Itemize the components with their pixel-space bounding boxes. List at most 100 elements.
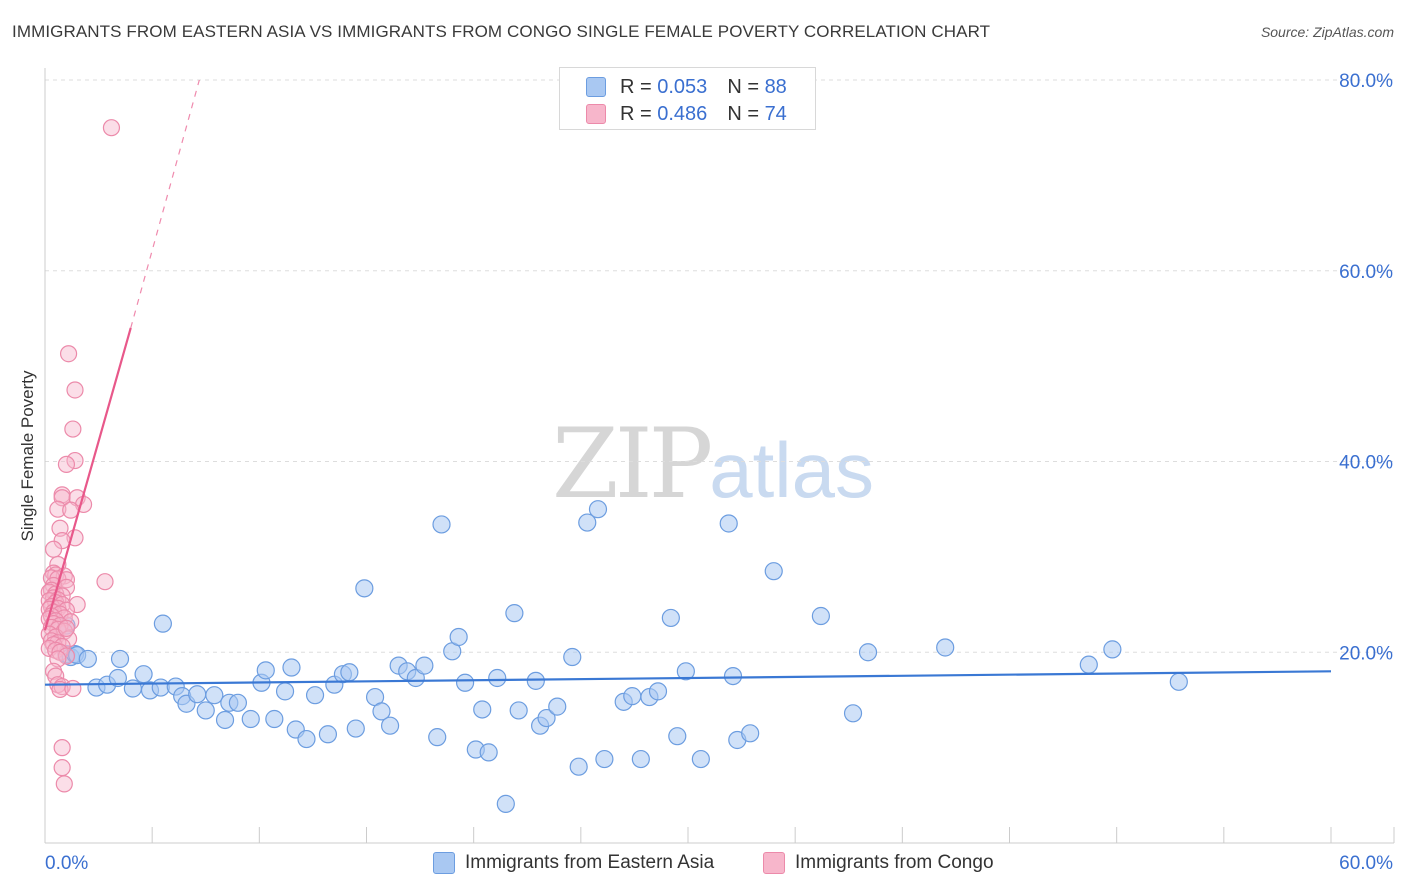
legend-swatch-pink (586, 104, 606, 124)
data-point-eastern-asia (215, 710, 235, 730)
data-point-congo (53, 759, 71, 777)
data-point-eastern-asia (340, 663, 359, 682)
data-point-congo (57, 619, 76, 638)
x-tick-label: 60.0% (1339, 853, 1393, 874)
data-point-congo (44, 540, 63, 558)
data-point-eastern-asia (858, 643, 878, 662)
data-point-eastern-asia (496, 794, 515, 813)
data-point-eastern-asia (936, 638, 955, 657)
data-point-eastern-asia (380, 716, 400, 735)
data-point-congo (102, 119, 121, 137)
data-point-congo (64, 679, 82, 698)
data-point-eastern-asia (455, 673, 475, 692)
data-point-eastern-asia (151, 678, 170, 697)
source-label: Source: ZipAtlas.com (1260, 24, 1394, 40)
data-point-eastern-asia (741, 724, 760, 743)
series-eastern-asia-points (57, 500, 1188, 813)
data-point-eastern-asia (196, 701, 215, 720)
legend-label-eastern-asia: Immigrants from Eastern Asia (465, 852, 715, 873)
legend-row-eastern-asia: R = 0.053 N = 88 (586, 75, 787, 99)
data-point-eastern-asia (1103, 640, 1122, 659)
trend-lines (43, 79, 1332, 686)
data-point-eastern-asia (110, 649, 130, 669)
correlation-legend: R = 0.053 N = 88 R = 0.486 N = 74 (559, 67, 816, 130)
legend-swatch-pink (763, 852, 785, 874)
data-point-eastern-asia (588, 500, 608, 519)
data-point-congo (66, 381, 84, 399)
data-point-eastern-asia (473, 700, 492, 719)
data-point-eastern-asia (764, 562, 783, 581)
legend-n-value: 74 (764, 102, 787, 125)
trend-line-congo-extension (130, 79, 200, 329)
data-point-congo (55, 775, 73, 793)
data-point-eastern-asia (631, 749, 650, 769)
data-point-congo (64, 420, 82, 438)
data-point-eastern-asia (595, 749, 614, 769)
legend-swatch-blue (433, 852, 455, 874)
data-point-eastern-asia (282, 658, 301, 677)
data-point-eastern-asia (297, 729, 316, 749)
data-point-eastern-asia (241, 709, 260, 729)
legend-n-label: N = (727, 102, 759, 125)
y-tick-label: 20.0% (1339, 643, 1393, 664)
data-point-eastern-asia (526, 671, 545, 690)
data-point-eastern-asia (205, 686, 224, 705)
data-point-eastern-asia (719, 514, 738, 533)
data-point-eastern-asia (228, 693, 247, 712)
data-point-congo (68, 595, 86, 614)
data-point-eastern-asia (691, 749, 710, 769)
data-point-eastern-asia (723, 666, 743, 686)
chart-title: IMMIGRANTS FROM EASTERN ASIA VS IMMIGRAN… (12, 22, 991, 41)
trend-line-eastern-asia (44, 670, 1332, 686)
legend-r-label: R = (620, 75, 652, 98)
data-point-congo (49, 500, 67, 518)
series-legend: Immigrants from Eastern Asia Immigrants … (0, 852, 1406, 876)
data-point-eastern-asia (488, 668, 507, 688)
data-point-eastern-asia (188, 685, 207, 704)
data-point-congo (96, 573, 114, 591)
data-point-eastern-asia (569, 757, 588, 776)
data-point-congo (66, 451, 84, 470)
data-point-congo (53, 677, 71, 696)
axes (44, 68, 1395, 844)
data-point-eastern-asia (256, 661, 275, 680)
legend-n-value: 88 (764, 75, 787, 98)
data-point-eastern-asia (548, 697, 567, 716)
data-point-eastern-asia (1079, 655, 1098, 674)
data-point-eastern-asia (668, 727, 687, 746)
legend-swatch-blue (586, 77, 606, 97)
legend-label-congo: Immigrants from Congo (795, 852, 994, 873)
y-tick-label: 80.0% (1339, 71, 1393, 92)
data-point-eastern-asia (449, 627, 468, 647)
data-point-eastern-asia (123, 679, 142, 698)
data-point-congo (51, 519, 69, 537)
data-point-eastern-asia (153, 614, 172, 633)
trend-line-congo (43, 327, 132, 631)
data-point-eastern-asia (479, 743, 498, 762)
data-point-eastern-asia (432, 515, 451, 534)
data-point-eastern-asia (1169, 672, 1188, 691)
legend-row-congo: R = 0.486 N = 74 (586, 102, 787, 126)
data-point-eastern-asia (265, 709, 284, 729)
legend-r-label: R = (620, 102, 652, 125)
gridlines (45, 79, 1394, 653)
data-point-eastern-asia (318, 725, 338, 744)
data-point-eastern-asia (676, 662, 695, 681)
data-point-eastern-asia (811, 606, 830, 626)
data-point-eastern-asia (843, 704, 863, 723)
tick-labels: 20.0% 40.0% 60.0% 80.0% 0.0% 60.0% (45, 71, 1393, 874)
data-point-eastern-asia (275, 682, 295, 701)
data-point-congo (57, 455, 76, 473)
data-point-eastern-asia (537, 708, 556, 728)
data-point-congo (59, 345, 78, 363)
data-point-eastern-asia (108, 668, 127, 688)
data-point-eastern-asia (661, 608, 680, 628)
data-point-eastern-asia (505, 604, 524, 623)
data-point-eastern-asia (346, 719, 365, 738)
data-point-eastern-asia (428, 728, 447, 747)
legend-item-eastern-asia[interactable]: Immigrants from Eastern Asia (433, 852, 714, 874)
data-point-eastern-asia (578, 513, 597, 532)
data-point-eastern-asia (78, 649, 97, 669)
legend-item-congo[interactable]: Immigrants from Congo (763, 852, 994, 874)
